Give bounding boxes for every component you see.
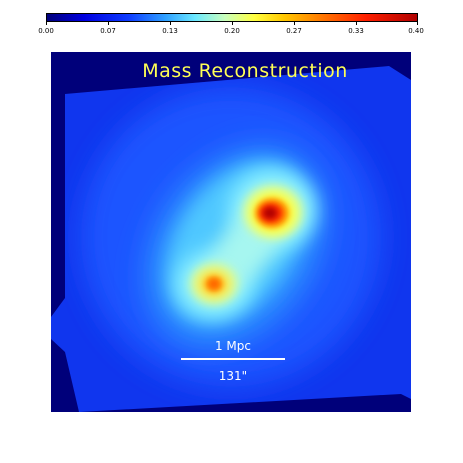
colorbar-tick — [232, 22, 233, 25]
scale-bar — [181, 358, 285, 360]
mass-map: Mass Reconstruction 1 Mpc 131" — [51, 52, 411, 412]
colorbar-tick-label: 0.33 — [348, 27, 364, 35]
colorbar-gradient — [46, 13, 418, 22]
colorbar-tick-label: 0.27 — [286, 27, 302, 35]
survey-field — [51, 66, 411, 412]
scale-bar-angular-label: 131" — [218, 369, 248, 383]
colorbar-tick — [417, 22, 418, 25]
colorbar-tick — [294, 22, 295, 25]
mass-map-image — [51, 52, 411, 412]
colorbar-tick-label: 0.00 — [38, 27, 54, 35]
scale-bar-physical-label: 1 Mpc — [214, 339, 252, 353]
colorbar-tick-label: 0.40 — [408, 27, 424, 35]
colorbar-tick — [356, 22, 357, 25]
colorbar-tick — [170, 22, 171, 25]
colorbar-tick-label: 0.07 — [100, 27, 116, 35]
colorbar — [46, 13, 418, 25]
colorbar-tick — [108, 22, 109, 25]
colorbar-tick-label: 0.13 — [162, 27, 178, 35]
colorbar-tick-label: 0.20 — [224, 27, 240, 35]
colorbar-tick — [46, 22, 47, 25]
map-title: Mass Reconstruction — [142, 60, 348, 82]
